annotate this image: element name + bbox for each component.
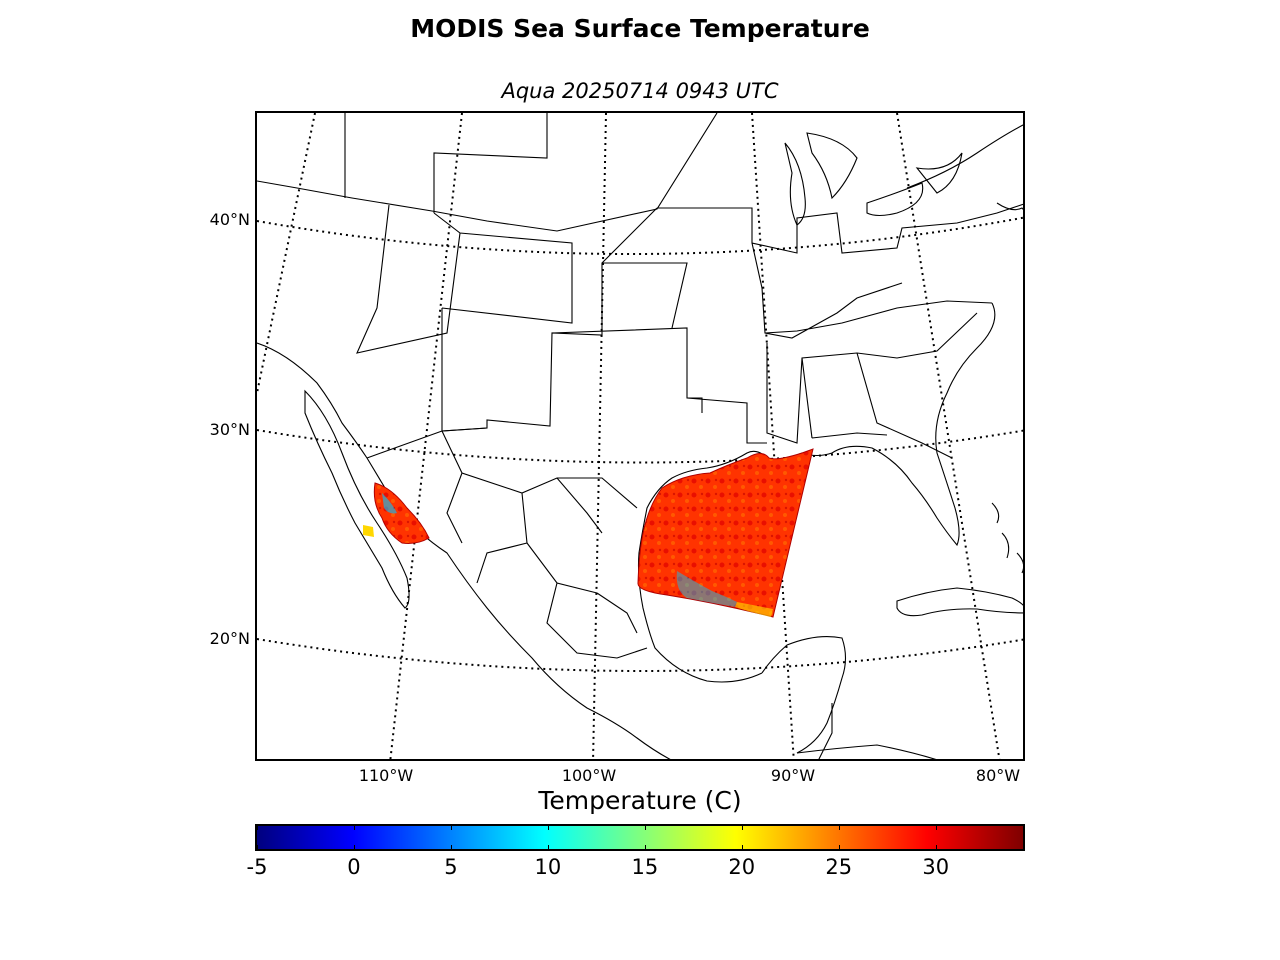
colorbar-tick-label: 5 [444, 855, 458, 879]
lon-label-110: 110°W [358, 766, 414, 785]
sst-swath-california [373, 482, 430, 544]
yucatan-coast [761, 636, 847, 754]
colorbar-tick [644, 826, 646, 830]
colorbar-tick [257, 826, 258, 830]
figure-subtitle: Aqua 20250714 0943 UTC [501, 79, 779, 103]
colorbar-tick-label: 20 [728, 855, 756, 879]
lat-label-20: 20°N [209, 629, 250, 648]
colorbar-tick [257, 845, 258, 849]
colorbar-tick [450, 826, 452, 830]
sst-swath-gulf [637, 448, 814, 618]
colorbar-tick [935, 845, 937, 849]
colorbar-tick-label: 15 [631, 855, 659, 879]
colorbar-tick [547, 845, 549, 849]
lon-line-120 [257, 113, 316, 394]
gulf-coast-north [637, 450, 803, 683]
colorbar [255, 824, 1025, 851]
colorbar-tick [353, 826, 355, 830]
sst-swath-gulf-edge-yellow [735, 602, 773, 617]
lon-label-80: 80°W [975, 766, 1021, 785]
coastlines [257, 113, 1023, 759]
canada-us-border [257, 113, 718, 232]
lon-line-110 [389, 113, 463, 759]
sst-swaths [363, 448, 814, 618]
lon-line-90 [751, 113, 795, 759]
colorbar-tick [644, 845, 646, 849]
colorbar-tick [353, 845, 355, 849]
lat-line-40 [257, 216, 1023, 255]
lat-label-40: 40°N [209, 210, 250, 229]
baja-california [304, 389, 410, 609]
sst-patch-yellow [363, 525, 374, 537]
colorbar-tick-label: 30 [922, 855, 950, 879]
lon-line-80 [896, 113, 1001, 759]
colorbar-tick [547, 826, 549, 830]
colorbar-tick-label: 0 [347, 855, 361, 879]
sst-swath-california-cool [382, 493, 397, 514]
latitude-lines [257, 216, 1023, 672]
bahamas [991, 502, 1023, 574]
colorbar-title: Temperature (C) [538, 786, 742, 815]
central-america [796, 703, 937, 759]
lat-line-20 [257, 638, 1023, 672]
map-canvas [257, 113, 1023, 759]
great-lakes [784, 132, 963, 226]
lat-line-30 [257, 429, 1023, 464]
lon-label-100: 100°W [561, 766, 617, 785]
cuba [896, 587, 1023, 617]
longitude-lines [257, 113, 1001, 759]
colorbar-tick [935, 826, 937, 830]
northeast-coast [906, 124, 1023, 211]
lat-label-30: 30°N [209, 420, 250, 439]
figure-title: MODIS Sea Surface Temperature [410, 14, 870, 43]
mexico-states [366, 427, 648, 659]
sst-swath-gulf-coastal-cool [676, 571, 737, 607]
lon-line-100 [592, 113, 607, 759]
map-panel [255, 111, 1025, 761]
state-lines [344, 113, 1023, 459]
lon-label-90: 90°W [770, 766, 816, 785]
colorbar-tick [741, 826, 743, 830]
colorbar-tick [838, 826, 840, 830]
colorbar-tick [741, 845, 743, 849]
southeast-coast [801, 302, 996, 547]
colorbar-tick-label: 10 [534, 855, 562, 879]
mexico-pacific-coast [257, 342, 671, 759]
colorbar-tick [838, 845, 840, 849]
colorbar-tick-label: -5 [246, 855, 268, 879]
colorbar-tick [450, 845, 452, 849]
colorbar-tick-label: 25 [825, 855, 853, 879]
